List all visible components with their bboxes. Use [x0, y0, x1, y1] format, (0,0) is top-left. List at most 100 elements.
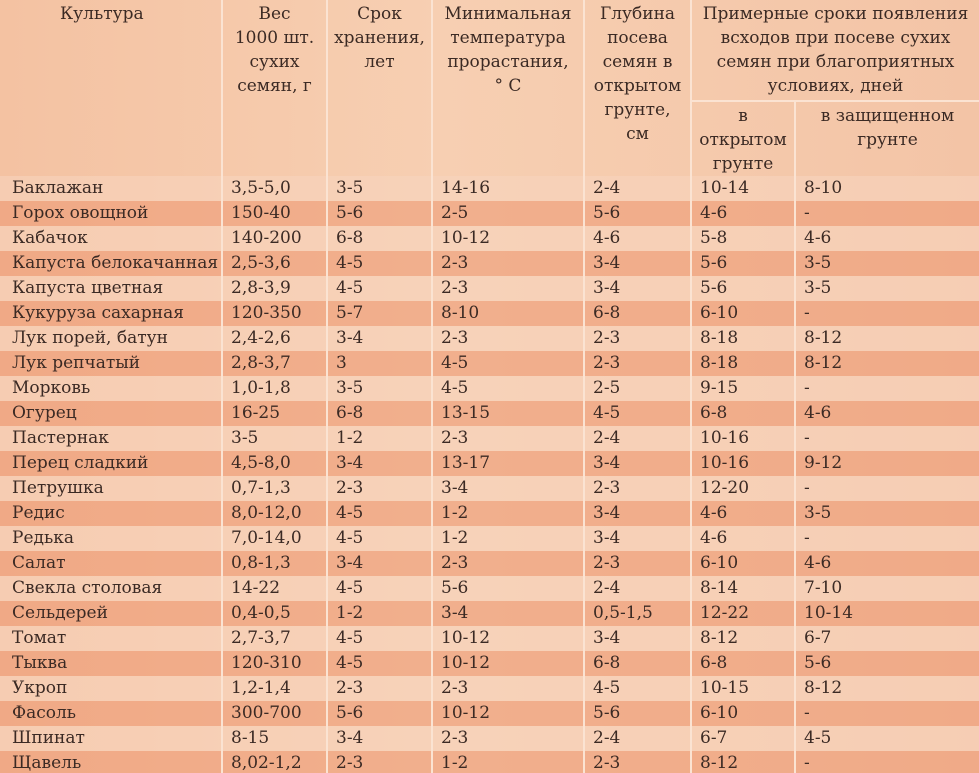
cell-open-ground: 8-18 — [691, 351, 796, 376]
cell-open-ground: 4-6 — [691, 201, 796, 226]
table-row: Петрушка 0,7-1,3 2-3 3-4 2-3 12-20- — [0, 476, 979, 501]
cell-open-ground: 8-12 — [691, 626, 796, 651]
header-depth: Глубина посева семян в открытом грунте, … — [584, 0, 692, 176]
cell-culture: Лук порей, батун — [0, 326, 223, 351]
cell-open-ground: 5-8 — [691, 226, 796, 251]
header-culture: Культура — [0, 0, 223, 176]
cell-open-ground: 8-14 — [691, 576, 796, 601]
cell-min-temp: 2-3 — [432, 726, 585, 751]
cell-weight: 8-15 — [222, 726, 328, 751]
cell-storage: 3-4 — [327, 726, 433, 751]
cell-storage: 6-8 — [327, 401, 433, 426]
cell-depth: 4-6 — [584, 226, 692, 251]
cell-open-ground: 12-20 — [691, 476, 796, 501]
cell-weight: 140-200 — [222, 226, 328, 251]
cell-open-ground: 10-16 — [691, 426, 796, 451]
cell-culture: Тыква — [0, 651, 223, 676]
header-storage: Срок хранения, лет — [327, 0, 433, 176]
cell-min-temp: 8-10 — [432, 301, 585, 326]
cell-weight: 2,8-3,7 — [222, 351, 328, 376]
cell-protected-ground: 8-10 — [795, 176, 979, 201]
cell-min-temp: 5-6 — [432, 576, 585, 601]
cell-min-temp: 1-2 — [432, 751, 585, 773]
cell-open-ground: 6-10 — [691, 551, 796, 576]
cell-open-ground: 5-6 — [691, 276, 796, 301]
cell-min-temp: 2-3 — [432, 676, 585, 701]
cell-min-temp: 4-5 — [432, 351, 585, 376]
table-row: Тыква 120-310 4-5 10-12 6-8 6-8 5-6 — [0, 651, 979, 676]
cell-weight: 8,02-1,2 — [222, 751, 328, 773]
cell-protected-ground: 4-6 — [795, 401, 979, 426]
cell-storage: 4-5 — [327, 501, 433, 526]
cell-culture: Укроп — [0, 676, 223, 701]
cell-protected-ground: 3-5 — [795, 276, 979, 301]
table-row: Капуста белокачанная 2,5-3,6 4-5 2-3 3-4 5-6 3… — [0, 251, 979, 276]
cell-open-ground: 4-6 — [691, 501, 796, 526]
cell-open-ground: 8-18 — [691, 326, 796, 351]
cell-culture: Салат — [0, 551, 223, 576]
cell-storage: 2-3 — [327, 751, 433, 773]
table-row: Щавель 8,02-1,2 2-3 1-2 2-3 8-12- — [0, 751, 979, 773]
cell-depth: 2-5 — [584, 376, 692, 401]
cell-protected-ground: - — [795, 301, 979, 326]
cell-storage: 4-5 — [327, 651, 433, 676]
cell-storage: 5-6 — [327, 701, 433, 726]
cell-culture: Морковь — [0, 376, 223, 401]
cell-storage: 3-5 — [327, 176, 433, 201]
cell-culture: Шпинат — [0, 726, 223, 751]
cell-protected-ground: - — [795, 701, 979, 726]
cell-culture: Щавель — [0, 751, 223, 773]
cell-culture: Кукуруза сахарная — [0, 301, 223, 326]
cell-min-temp: 10-12 — [432, 701, 585, 726]
cell-depth: 2-3 — [584, 476, 692, 501]
cell-protected-ground: 6-7 — [795, 626, 979, 651]
cell-culture: Кабачок — [0, 226, 223, 251]
cell-weight: 0,8-1,3 — [222, 551, 328, 576]
table-row: Укроп 1,2-1,4 2-3 2-3 4-5 10-15 8-12 — [0, 676, 979, 701]
cell-depth: 2-3 — [584, 351, 692, 376]
cell-weight: 2,8-3,9 — [222, 276, 328, 301]
cell-min-temp: 14-16 — [432, 176, 585, 201]
table-row: Редька 7,0-14,0 4-5 1-2 3-4 4-6- — [0, 526, 979, 551]
table-row: Кабачок 140-200 6-8 10-12 4-6 5-8 4-6 — [0, 226, 979, 251]
cell-protected-ground: - — [795, 526, 979, 551]
cell-open-ground: 6-7 — [691, 726, 796, 751]
header-protected-ground: в защищенном грунте — [795, 100, 979, 176]
cell-open-ground: 8-12 — [691, 751, 796, 773]
cell-depth: 5-6 — [584, 701, 692, 726]
cell-storage: 3-5 — [327, 376, 433, 401]
cell-protected-ground: 10-14 — [795, 601, 979, 626]
cell-open-ground: 10-15 — [691, 676, 796, 701]
cell-culture: Баклажан — [0, 176, 223, 201]
cell-weight: 2,4-2,6 — [222, 326, 328, 351]
cell-storage: 2-3 — [327, 476, 433, 501]
cell-culture: Свекла столовая — [0, 576, 223, 601]
cell-culture: Фасоль — [0, 701, 223, 726]
cell-weight: 0,7-1,3 — [222, 476, 328, 501]
table-header: Культура Вес 1000 шт. сухих семян, г Сро… — [0, 0, 979, 176]
cell-storage: 1-2 — [327, 601, 433, 626]
cell-depth: 5-6 — [584, 201, 692, 226]
cell-open-ground: 4-6 — [691, 526, 796, 551]
cell-open-ground: 10-14 — [691, 176, 796, 201]
cell-culture: Лук репчатый — [0, 351, 223, 376]
table-row: Горох овощной 150-40 5-6 2-5 5-6 4-6- — [0, 201, 979, 226]
cell-protected-ground: 5-6 — [795, 651, 979, 676]
cell-depth: 2-3 — [584, 551, 692, 576]
table-row: Сельдерей 0,4-0,5 1-2 3-4 0,5-1,5 12-22 10-14 — [0, 601, 979, 626]
cell-weight: 3-5 — [222, 426, 328, 451]
cell-culture: Капуста белокачанная — [0, 251, 223, 276]
table-row: Перец сладкий 4,5-8,0 3-4 13-17 3-4 10-16 9-12 — [0, 451, 979, 476]
cell-protected-ground: 4-6 — [795, 551, 979, 576]
cell-culture: Сельдерей — [0, 601, 223, 626]
cell-protected-ground: 3-5 — [795, 251, 979, 276]
cell-open-ground: 6-10 — [691, 301, 796, 326]
cell-min-temp: 2-5 — [432, 201, 585, 226]
cell-min-temp: 3-4 — [432, 476, 585, 501]
cell-weight: 14-22 — [222, 576, 328, 601]
cell-min-temp: 2-3 — [432, 551, 585, 576]
cell-depth: 2-4 — [584, 726, 692, 751]
cell-weight: 8,0-12,0 — [222, 501, 328, 526]
cell-min-temp: 1-2 — [432, 526, 585, 551]
